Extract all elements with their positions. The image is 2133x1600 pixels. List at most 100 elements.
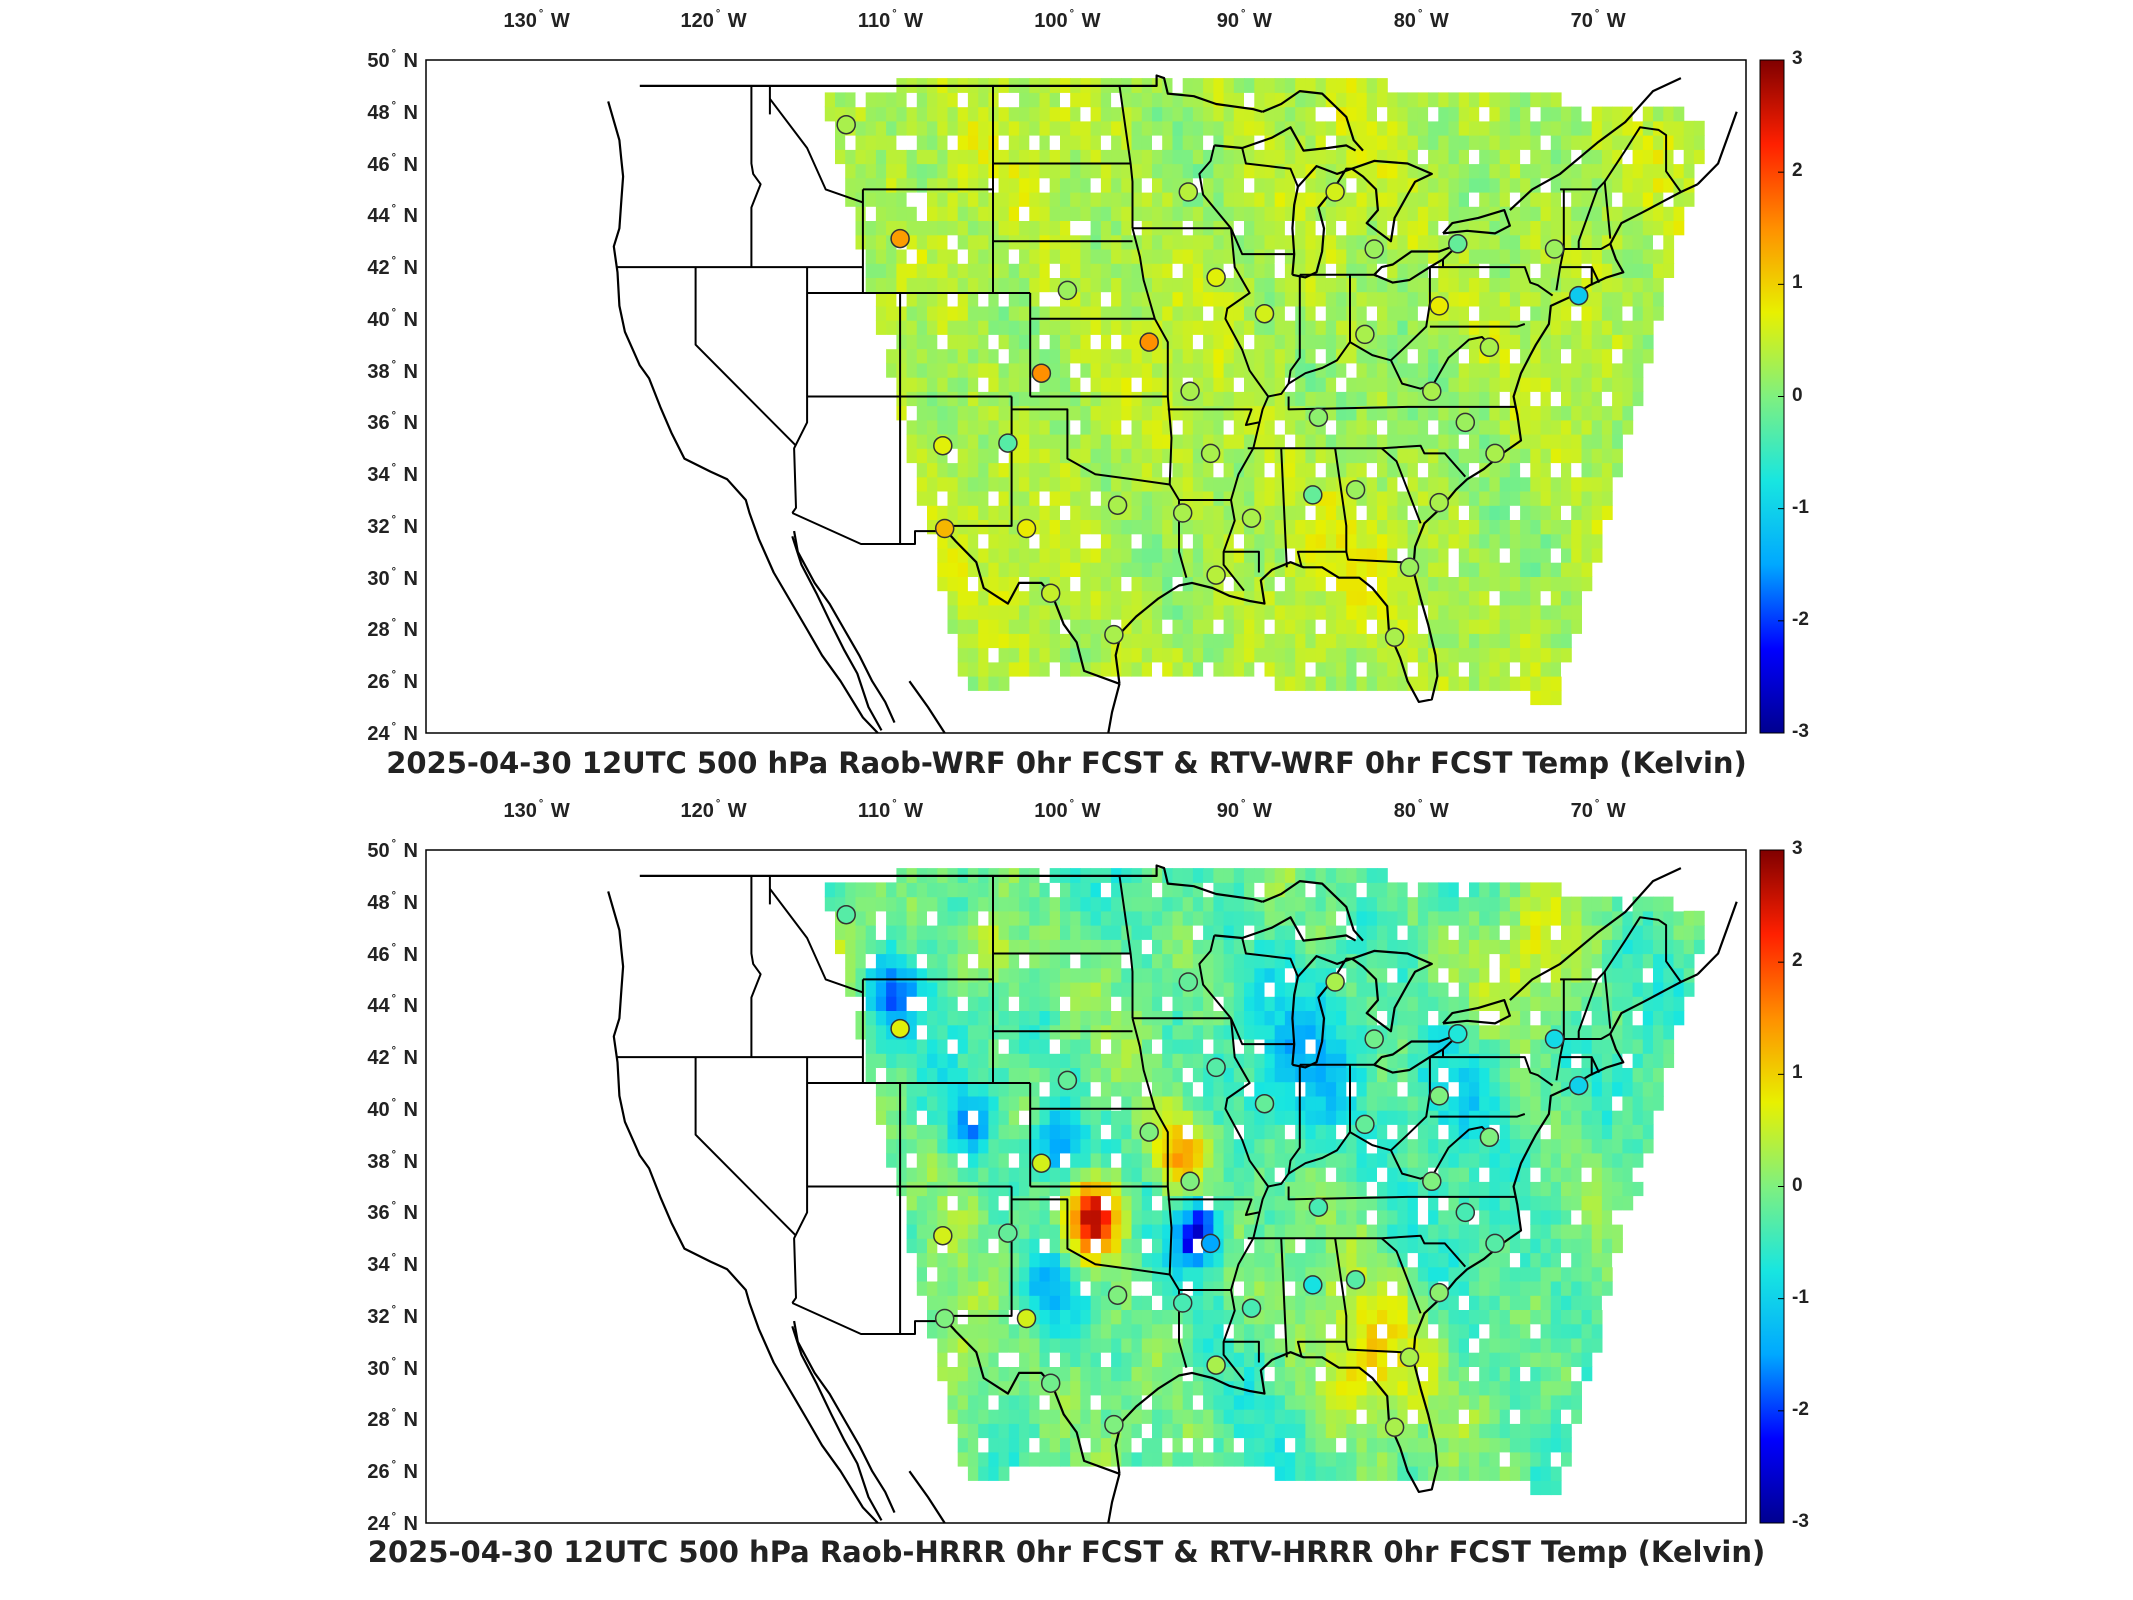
lon-tick-label: 90 ° W	[1216, 8, 1272, 32]
station-marker	[1345, 479, 1366, 500]
state-boundary	[1167, 408, 1260, 426]
state-boundary	[1198, 935, 1232, 1019]
lat-tick-label: 30 ° N	[367, 1355, 418, 1380]
state-boundary	[750, 85, 762, 268]
lat-tick-label: 40 ° N	[367, 306, 418, 331]
temp-diff-field	[824, 868, 1705, 1496]
station-marker	[1180, 381, 1200, 402]
state-boundary	[1198, 145, 1232, 229]
coastline	[639, 74, 1263, 113]
lon-tick-label: 110 ° W	[857, 798, 924, 822]
lat-tick-label: 50 ° N	[367, 48, 418, 72]
coastline	[945, 530, 1120, 685]
station-marker	[1568, 1075, 1589, 1096]
raob-stations	[836, 114, 1589, 647]
station-marker	[1422, 381, 1442, 402]
lon-tick-label: 120 ° W	[680, 798, 747, 822]
state-boundary	[1555, 979, 1565, 1081]
state-boundary	[1268, 1064, 1301, 1188]
colorbar-tick-label: -2	[1792, 608, 1809, 630]
coastline	[1114, 183, 1699, 703]
station-marker	[1448, 1024, 1468, 1044]
map-hrrr	[425, 849, 1785, 1524]
station-marker	[1206, 1355, 1226, 1375]
station-marker	[1057, 1070, 1078, 1091]
lat-tick-label: 26 ° N	[367, 1459, 418, 1484]
station-marker	[998, 433, 1018, 453]
coastline	[1442, 999, 1511, 1025]
station-marker	[1107, 495, 1128, 515]
station-marker	[1031, 1153, 1052, 1173]
station-marker	[1172, 503, 1193, 523]
station-marker	[1303, 1275, 1323, 1295]
lon-tick-label: 130 ° W	[503, 798, 570, 822]
station-marker	[1308, 1197, 1329, 1217]
lat-tick-label: 50 ° N	[367, 838, 418, 862]
state-boundary	[1287, 1186, 1516, 1201]
state-boundary	[1241, 147, 1299, 188]
station-marker	[933, 1225, 953, 1246]
state-boundary	[1429, 323, 1526, 328]
colorbar-tick-label: 1	[1792, 1062, 1803, 1084]
station-marker	[933, 435, 953, 456]
coastline	[1351, 159, 1433, 243]
panel-wrf: 3 2 1 0 -1 -2 -3 130 ° W 120 ° W 110 ° W 100 ° W 90 ° W 8…	[367, 8, 1809, 780]
station-marker	[1429, 296, 1449, 316]
coastline	[607, 891, 879, 1524]
colorbar-tick-label: 0	[1792, 1174, 1803, 1196]
lat-tick-label: 36 ° N	[367, 410, 418, 435]
coastline	[1214, 126, 1357, 152]
state-boundary	[694, 1057, 797, 1237]
lat-tick-label: 38 ° N	[367, 1148, 418, 1173]
coastline	[1114, 973, 1699, 1493]
lon-tick-label: 80 ° W	[1393, 8, 1449, 32]
coastline	[1509, 867, 1682, 1001]
lat-tick-label: 32 ° N	[367, 1303, 418, 1328]
station-marker	[1016, 1308, 1037, 1329]
station-marker	[1040, 1373, 1061, 1393]
station-marker	[1241, 508, 1262, 528]
station-marker	[1479, 1127, 1500, 1148]
state-boundary	[1560, 1056, 1601, 1074]
station-marker	[1429, 492, 1449, 513]
lon-tick-label: 100 ° W	[1034, 798, 1101, 822]
station-marker	[836, 114, 856, 135]
map-boundaries	[607, 74, 1738, 734]
state-boundary	[1577, 189, 1599, 249]
state-boundary	[1268, 274, 1301, 398]
state-boundary	[1288, 274, 1351, 385]
lat-tick-label: 46 ° N	[367, 151, 418, 176]
state-boundary	[1563, 242, 1611, 250]
station-marker	[1206, 1057, 1226, 1078]
colorbar-tick-label: 3	[1792, 48, 1803, 69]
station-marker	[1325, 182, 1345, 202]
state-boundary	[1131, 1018, 1169, 1187]
state-boundary	[1560, 126, 1682, 193]
lon-tick-label: 130 ° W	[503, 8, 570, 32]
raob-stations	[836, 904, 1589, 1437]
station-marker	[1016, 518, 1037, 539]
state-boundary	[1223, 1340, 1260, 1363]
panel-title-wrf: 2025-04-30 12UTC 500 hPa Raob-WRF 0hr FC…	[386, 746, 1747, 780]
state-boundary	[1389, 1126, 1496, 1180]
station-marker	[1455, 1202, 1476, 1223]
station-marker	[1107, 1285, 1128, 1305]
station-marker	[1178, 182, 1199, 202]
lat-tick-label: 40 ° N	[367, 1096, 418, 1121]
coastline	[607, 101, 879, 734]
coastline	[1696, 111, 1738, 185]
station-marker	[1325, 972, 1345, 992]
station-marker	[1422, 1171, 1442, 1192]
station-marker	[934, 518, 955, 539]
colorbar-tick-label: -3	[1792, 1511, 1809, 1532]
station-marker	[1057, 280, 1078, 301]
coastline	[1291, 165, 1353, 279]
colorbar-tick-label: 0	[1792, 384, 1803, 406]
state-boundary	[750, 875, 762, 1058]
state-boundary	[1560, 916, 1682, 983]
station-marker	[1254, 303, 1275, 324]
station-marker	[1200, 1233, 1221, 1254]
panel-title-hrrr: 2025-04-30 12UTC 500 hPa Raob-HRRR 0hr F…	[367, 1535, 1766, 1569]
colorbar-tick-label: -1	[1792, 1286, 1809, 1308]
colorbar-tick-label: 1	[1792, 272, 1803, 294]
